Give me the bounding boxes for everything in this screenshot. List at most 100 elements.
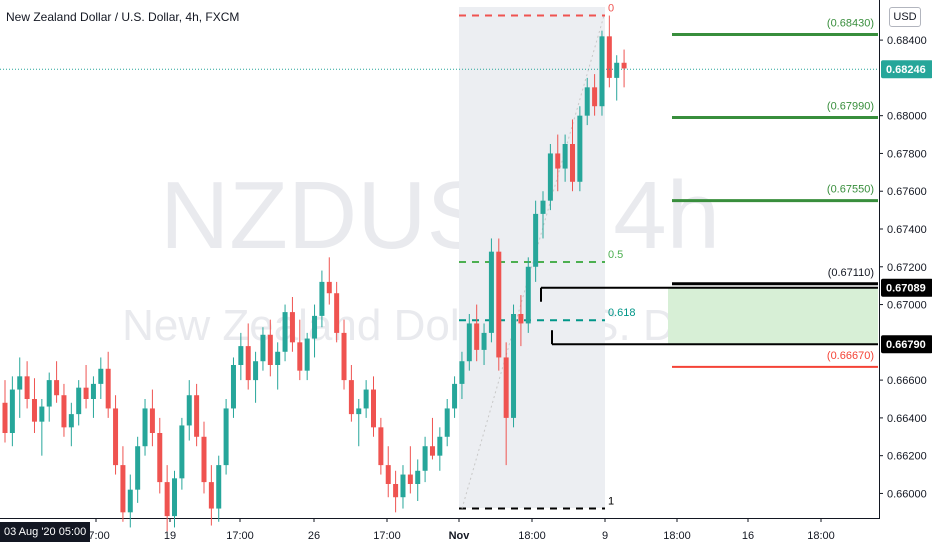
price-level-label: (0.67990)	[827, 101, 874, 113]
candle	[149, 389, 155, 447]
candle	[186, 380, 192, 441]
fibonacci-retracement[interactable]: 0 0.5 0.618 1	[459, 3, 636, 510]
candle-body	[459, 361, 465, 384]
candle	[348, 365, 354, 422]
candle	[415, 459, 421, 501]
watermark-description: New Zealand Dollar / U.S. Dollar	[122, 301, 758, 350]
axis-marker-badge-bg	[881, 278, 932, 297]
candle	[518, 295, 524, 347]
candle	[39, 399, 45, 456]
candle	[334, 281, 340, 343]
candle	[577, 106, 583, 192]
candle	[135, 436, 141, 503]
candle	[61, 383, 67, 437]
candle-body	[46, 380, 52, 407]
time-tick-label: 18:00	[807, 530, 835, 542]
candle	[275, 342, 281, 390]
time-axis[interactable]: 17:00 19 17:00 26 17:00 Nov 18:00 9 18:00 16 18:00	[82, 518, 835, 542]
axis-badges: 0.68246 0.67089 0.66790	[881, 60, 932, 354]
price-tick-label: 0.66200	[887, 451, 927, 463]
time-tick-label: 18:00	[663, 530, 691, 542]
candle-body	[474, 323, 480, 350]
candle	[555, 134, 561, 192]
price-tick-label: 0.68400	[887, 35, 927, 47]
candle-body	[149, 408, 155, 433]
candle	[422, 436, 428, 483]
candle-body	[253, 361, 259, 381]
candle-body	[348, 380, 354, 415]
candle	[371, 376, 376, 437]
candle	[127, 474, 133, 528]
candle-body	[275, 351, 281, 365]
candle-body	[533, 213, 539, 267]
candle	[201, 421, 207, 494]
candle-body	[83, 387, 89, 399]
candle-body	[2, 402, 8, 433]
candle	[68, 402, 74, 447]
price-axis[interactable]: 0.68400 0.68000 0.67800 0.67600 0.67400 0.672…	[0, 0, 927, 519]
candle	[466, 314, 472, 371]
candle	[319, 270, 325, 328]
candle-body	[385, 465, 391, 484]
candle	[511, 304, 517, 428]
currency-button[interactable]: USD	[889, 7, 921, 27]
candle	[76, 380, 82, 426]
candle-body	[334, 293, 340, 333]
candle	[621, 49, 627, 88]
candle-body	[371, 389, 376, 428]
candle-body	[429, 446, 435, 456]
entry-zone-fill	[668, 287, 878, 345]
price-tick-label: 0.67600	[887, 186, 927, 198]
candle	[98, 357, 104, 399]
candle-body	[39, 406, 45, 422]
candle	[2, 380, 8, 443]
candle-body	[267, 334, 273, 365]
time-tick-label: 17:00	[373, 530, 401, 542]
candle	[157, 417, 163, 494]
candle-body	[157, 433, 163, 483]
candle-body	[415, 470, 421, 484]
time-tick-label: 16	[742, 530, 754, 542]
price-levels[interactable]: (0.68430) (0.67990) (0.67550) (0.67110) (0.6…	[672, 17, 878, 368]
candle-body	[201, 436, 207, 483]
candle-body	[238, 346, 244, 365]
candle	[164, 465, 170, 532]
current-price-badge: 0.68246	[886, 64, 926, 76]
fib-highlight-range	[459, 7, 605, 508]
candle	[216, 455, 222, 522]
candle-body	[592, 87, 598, 107]
candle-body	[31, 399, 37, 422]
price-tick-label: 0.68000	[887, 111, 927, 123]
candle-body	[105, 368, 111, 409]
candle-body	[488, 251, 494, 333]
candle-body	[569, 144, 575, 182]
candle	[540, 191, 546, 239]
candle	[17, 357, 23, 418]
candle	[547, 144, 553, 211]
candle	[599, 30, 605, 116]
candle	[31, 378, 37, 433]
candle-body	[164, 482, 170, 517]
candle	[282, 304, 288, 362]
candle	[253, 351, 259, 403]
candle	[172, 470, 178, 528]
candle-body	[326, 281, 332, 294]
candle-body	[68, 414, 74, 428]
candle	[90, 376, 96, 418]
candle	[429, 417, 435, 460]
cursor-date-label: 03 Aug '20 05:00	[0, 522, 91, 542]
candle-body	[540, 200, 546, 214]
candle-body	[260, 334, 266, 362]
candle	[208, 465, 214, 526]
entry-zone[interactable]	[540, 286, 878, 346]
candle	[142, 399, 148, 456]
fib-range-band	[459, 7, 605, 508]
candle-body	[9, 389, 15, 433]
candle	[407, 446, 413, 494]
candle	[83, 365, 89, 409]
candle	[356, 399, 362, 447]
candle	[297, 319, 303, 381]
fib-level-label: 0.618	[608, 307, 636, 319]
